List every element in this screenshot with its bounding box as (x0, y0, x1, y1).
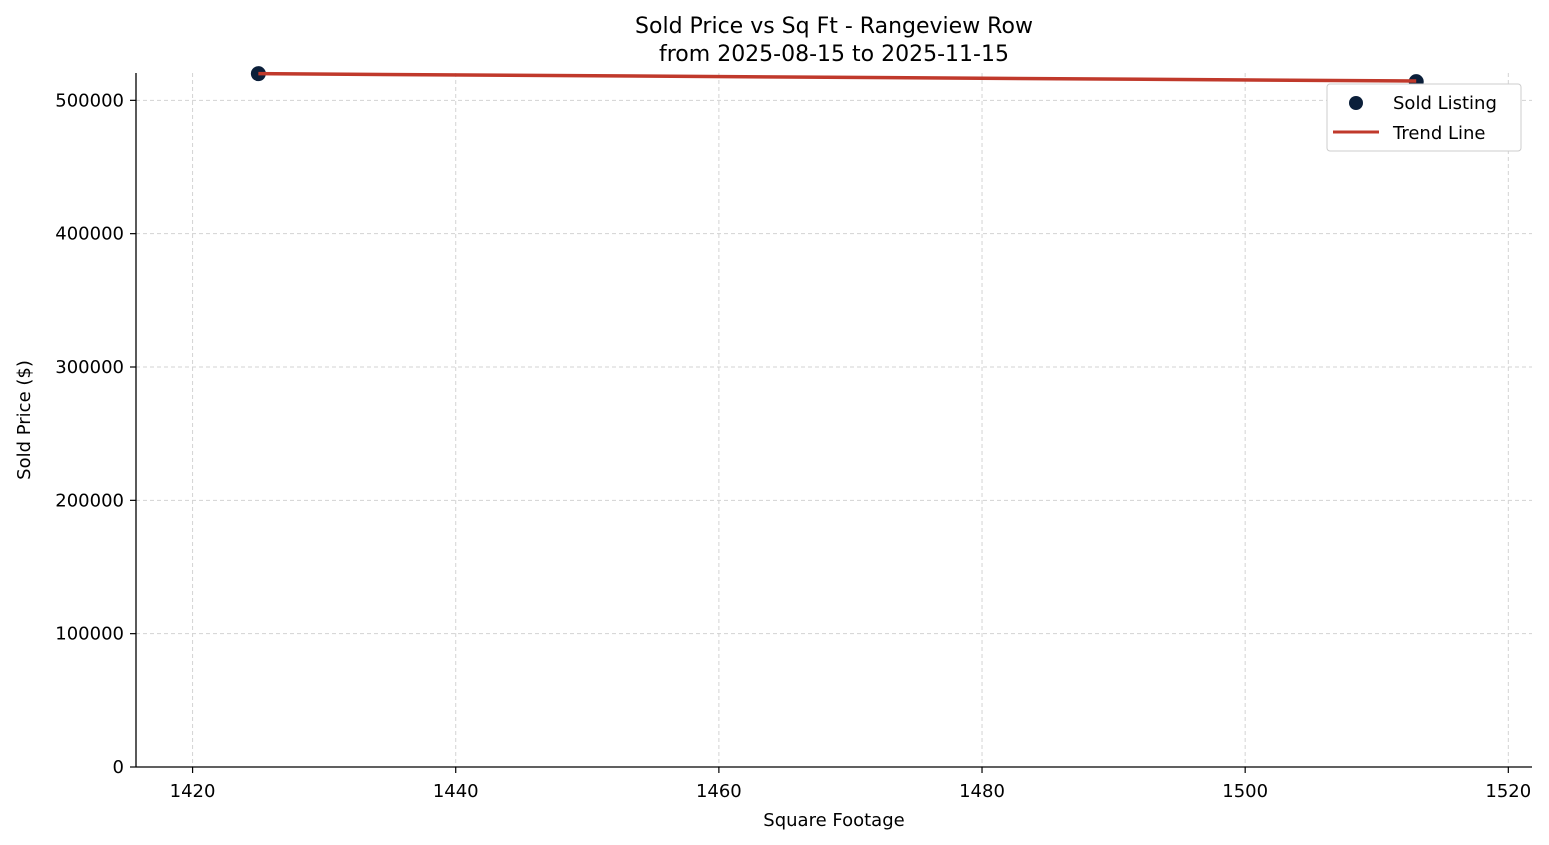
axes (135, 73, 1532, 768)
y-tick-label: 0 (113, 757, 124, 778)
legend-box (1326, 83, 1522, 152)
chart-subtitle: from 2025-08-15 to 2025-11-15 (659, 42, 1009, 67)
title-group: Sold Price vs Sq Ft - Rangeview Row from… (635, 14, 1033, 67)
grid (136, 73, 1532, 768)
trend-line (258, 71, 1417, 83)
y-tick-label: 300000 (55, 357, 124, 378)
plot-area (250, 66, 1424, 90)
x-tick-label: 1440 (433, 781, 479, 802)
chart-title: Sold Price vs Sq Ft - Rangeview Row (635, 14, 1033, 39)
y-tick-label: 500000 (55, 90, 124, 111)
x-tick-label: 1520 (1485, 781, 1531, 802)
legend-label-trend-line: Trend Line (1392, 123, 1486, 144)
x-tick-label: 1480 (959, 781, 1005, 802)
x-axis-label: Square Footage (763, 810, 904, 831)
x-tick-label: 1420 (170, 781, 216, 802)
legend: Sold Listing Trend Line (1326, 83, 1522, 152)
y-tick-label: 200000 (55, 490, 124, 511)
y-ticks: 0 100000 200000 300000 400000 500000 (55, 90, 136, 778)
legend-marker-sold-listing (1349, 96, 1363, 110)
x-tick-label: 1500 (1222, 781, 1268, 802)
x-ticks: 1420 1440 1460 1480 1500 1520 (170, 767, 1531, 802)
x-tick-label: 1460 (696, 781, 742, 802)
y-tick-label: 100000 (55, 624, 124, 645)
y-tick-label: 400000 (55, 224, 124, 245)
y-axis-label: Sold Price ($) (14, 360, 35, 480)
legend-label-sold-listing: Sold Listing (1393, 93, 1497, 114)
